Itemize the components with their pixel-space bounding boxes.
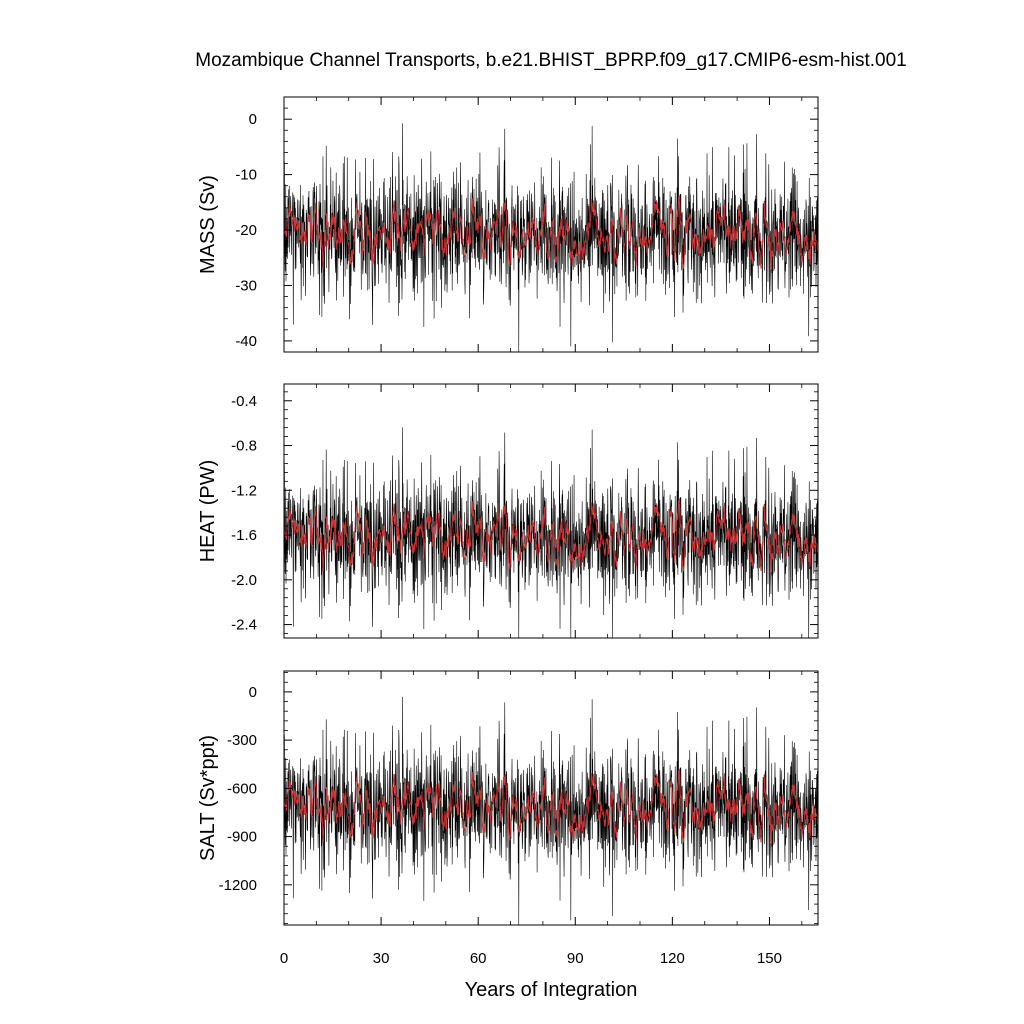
panels: 0 -10 -20 -30 -40 MASS (Sv) -0.4 -0.8 -1.2 -1.6 -2… — [197, 96, 819, 967]
chart-title: Mozambique Channel Transports, b.e21.BHI… — [195, 50, 906, 71]
y-tick-label: -10 — [235, 167, 257, 184]
y-tick-label: -2.4 — [231, 617, 257, 634]
x-tick-label: 60 — [470, 950, 487, 967]
x-tick-label: 90 — [567, 950, 584, 967]
series-smoothed-line — [284, 195, 818, 270]
series-raw-line — [284, 123, 818, 352]
y-tick-label: -0.4 — [231, 393, 257, 410]
series-raw-line — [284, 696, 818, 925]
y-tick-label: 0 — [249, 684, 257, 701]
panel-frame — [283, 383, 819, 639]
y-axis-label: HEAT (PW) — [197, 460, 219, 563]
y-tick-label: -600 — [227, 780, 257, 797]
x-tick-label: 150 — [757, 950, 782, 967]
x-axis-label: Years of Integration — [465, 979, 638, 1001]
y-axis-label: MASS (Sv) — [197, 175, 219, 274]
series-raw-line — [284, 427, 818, 638]
y-tick-label: -900 — [227, 829, 257, 846]
panel-2: -0.4 -0.8 -1.2 -1.6 -2.0 -2.4 HEAT (PW) — [197, 383, 819, 639]
panel-1: 0 -10 -20 -30 -40 MASS (Sv) — [197, 96, 819, 353]
y-tick-label: -300 — [227, 732, 257, 749]
x-tick-label: 120 — [660, 950, 685, 967]
y-axis-label: SALT (Sv*ppt) — [197, 735, 219, 861]
series-smoothed-line — [284, 498, 818, 573]
y-tick-label: -1.6 — [231, 527, 257, 544]
y-tick-label: -20 — [235, 222, 257, 239]
y-tick-label: -1.2 — [231, 482, 257, 499]
panel-frame — [283, 96, 819, 353]
series-smoothed-line — [284, 769, 818, 844]
y-tick-label: -30 — [235, 277, 257, 294]
y-tick-label: -0.8 — [231, 438, 257, 455]
y-tick-label: -2.0 — [231, 572, 257, 589]
y-tick-label: -40 — [235, 333, 257, 350]
y-tick-label: -1200 — [219, 877, 257, 894]
x-tick-labels: 0 30 60 90 120 150 — [280, 950, 782, 967]
y-tick-label: 0 — [249, 111, 257, 128]
x-tick-label: 30 — [373, 950, 390, 967]
x-tick-label: 0 — [280, 950, 288, 967]
